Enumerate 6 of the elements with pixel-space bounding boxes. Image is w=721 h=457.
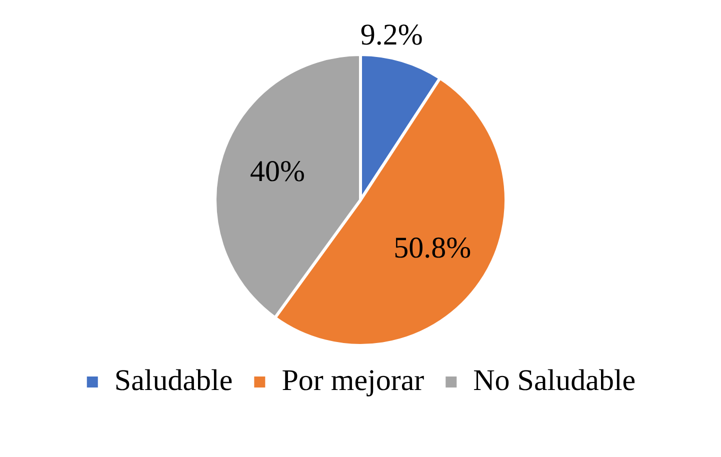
data-label: 9.2%	[360, 18, 423, 52]
legend-label: No Saludable	[473, 364, 636, 397]
legend-label: Saludable	[114, 364, 233, 397]
data-label: 50.8%	[394, 231, 472, 264]
legend-label: Por mejorar	[282, 364, 424, 397]
data-label: 40%	[250, 154, 305, 188]
